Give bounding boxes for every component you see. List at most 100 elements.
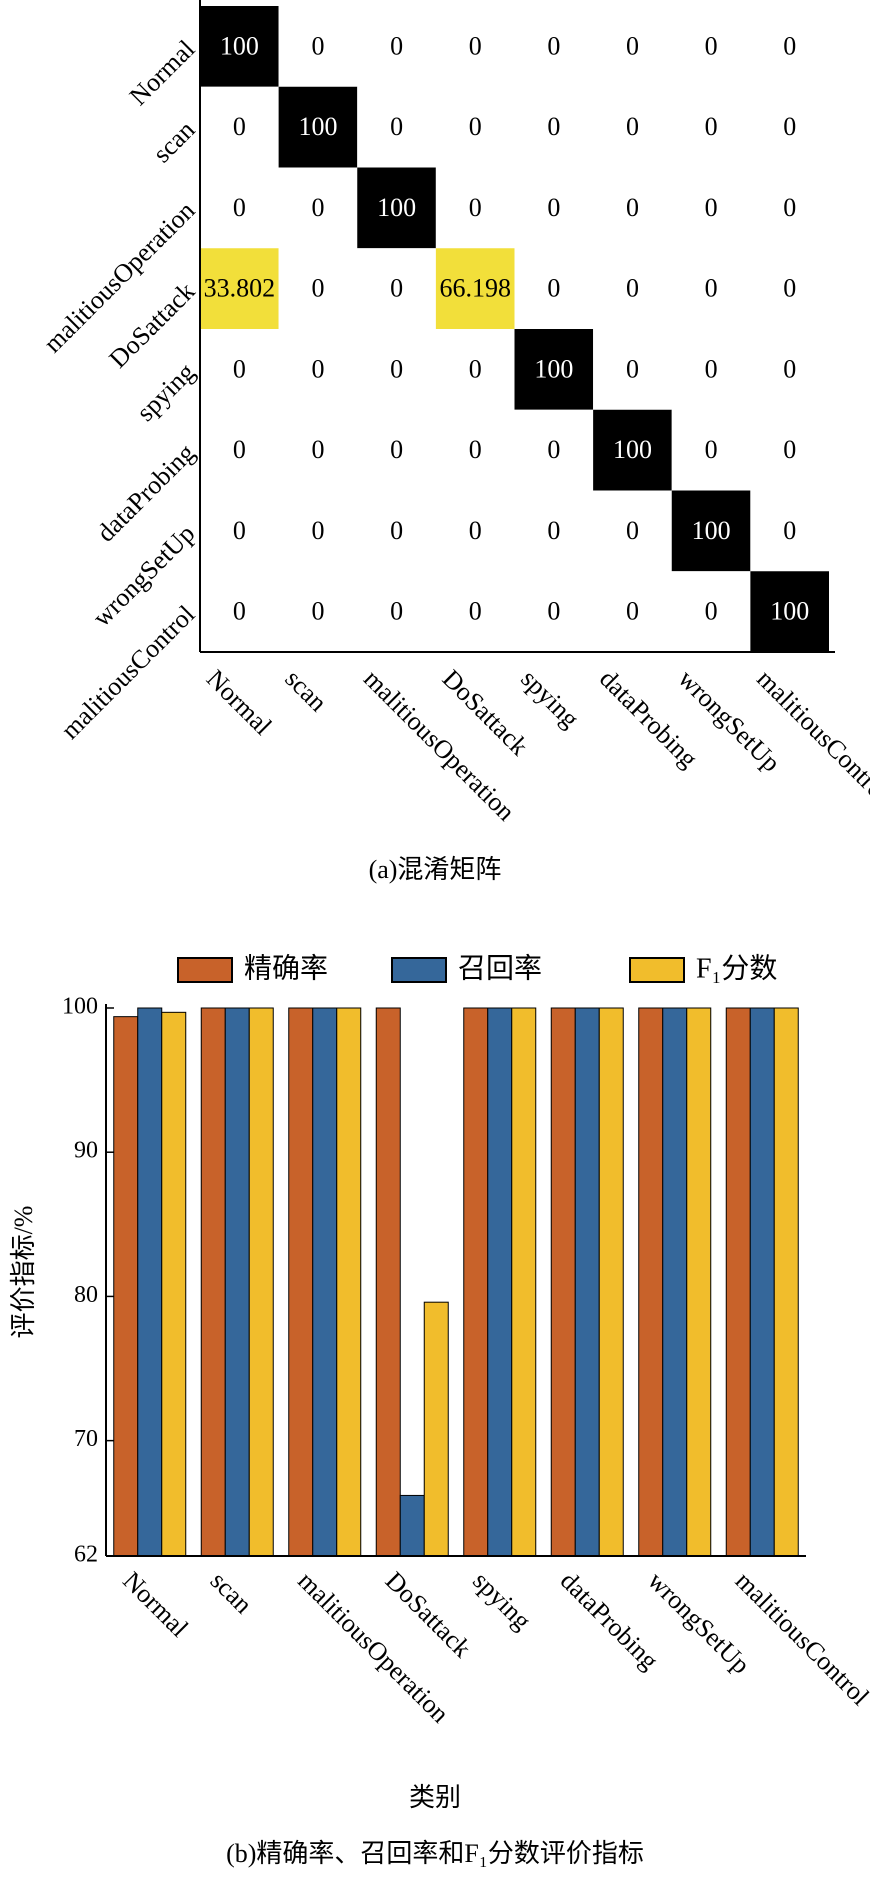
heatmap-cell: [593, 409, 672, 491]
cell-label: 0: [390, 112, 403, 141]
heatmap-cell: [593, 571, 672, 652]
heatmap-cell: [593, 167, 672, 249]
cell-label: 0: [705, 31, 718, 60]
heatmap-cell: [200, 409, 279, 491]
cell-label: 0: [626, 274, 639, 303]
heatmap-cell: [593, 86, 672, 168]
bar: [312, 1007, 338, 1557]
cell-label: 0: [547, 274, 560, 303]
heatmap-cell: [278, 490, 358, 572]
cell-label: 0: [233, 193, 246, 222]
heatmap-cell: [671, 86, 751, 168]
cell-label: 0: [233, 112, 246, 141]
heatmap-cell: [435, 490, 515, 572]
cell-label: 0: [390, 31, 403, 60]
heatmap-cell: [200, 6, 279, 87]
heatmap-cell: [435, 329, 515, 410]
cell-label: 0: [783, 274, 796, 303]
cell-label: 0: [547, 516, 560, 545]
cell-label: 0: [783, 193, 796, 222]
heatmap-cell: [750, 6, 829, 87]
bar: [224, 1007, 250, 1557]
cell-label: 0: [311, 354, 324, 383]
heatmap-cell: [671, 571, 751, 652]
cell-label: 0: [390, 274, 403, 303]
y-tick-label: 62: [74, 1542, 98, 1568]
heatmap-cell: [514, 248, 594, 329]
heatmap-cell: [357, 6, 436, 87]
legend-label: F₁分数: [696, 952, 777, 984]
heatmap-cell: [357, 490, 436, 572]
bar: [399, 1494, 425, 1557]
caption: (b)精确率、召回率和F₁分数评价指标: [226, 1839, 644, 1868]
y-tick-label: 90: [74, 1138, 98, 1164]
cell-label: 0: [469, 354, 482, 383]
heatmap-cell: [514, 86, 594, 168]
bar: [638, 1007, 664, 1557]
cell-label: 0: [311, 193, 324, 222]
heatmap-cell: [357, 167, 436, 249]
heatmap-cell: [514, 571, 594, 652]
cell-label: 0: [311, 31, 324, 60]
cell-label: 100: [534, 354, 573, 383]
cell-label: 0: [469, 435, 482, 464]
bar: [662, 1007, 688, 1557]
cell-label: 100: [692, 516, 731, 545]
bar: [487, 1007, 513, 1557]
cell-label: 0: [626, 354, 639, 383]
cell-label: 0: [705, 354, 718, 383]
heatmap-cell: [514, 6, 594, 87]
x-tick-label: Normal: [117, 1566, 194, 1643]
cell-label: 0: [311, 435, 324, 464]
bar: [598, 1007, 624, 1557]
bar: [161, 1011, 187, 1557]
bar: [200, 1007, 226, 1557]
heatmap-cell: [435, 6, 515, 87]
bar: [336, 1007, 362, 1557]
heatmap-cell: [750, 167, 829, 249]
cell-label: 0: [390, 354, 403, 383]
x-tick-label: scan: [205, 1566, 258, 1619]
heatmap-cell: [278, 86, 358, 168]
cell-label: 0: [705, 274, 718, 303]
y-axis-label: 评价指标/%: [9, 1206, 38, 1339]
y-tick-label: 80: [74, 1282, 98, 1308]
cell-label: 100: [298, 112, 337, 141]
bar: [574, 1007, 600, 1557]
heatmap-cell: [435, 409, 515, 491]
bar: [463, 1007, 489, 1557]
cell-label: 0: [705, 435, 718, 464]
caption: (a)混淆矩阵: [369, 855, 502, 884]
cell-label: 0: [705, 112, 718, 141]
heatmap-cell: [357, 248, 436, 329]
heatmap-cell: [514, 167, 594, 249]
cell-label: 0: [547, 597, 560, 626]
cell-label: 0: [311, 597, 324, 626]
bar: [248, 1007, 274, 1557]
legend-swatch: [629, 957, 685, 983]
bar: [725, 1007, 751, 1557]
bar: [550, 1007, 576, 1557]
heatmap-cell: [750, 329, 829, 410]
cell-label: 0: [547, 193, 560, 222]
cell-label: 0: [547, 112, 560, 141]
heatmap-cell: [593, 490, 672, 572]
y-tick-label: 100: [62, 994, 98, 1020]
heatmap-cell: [278, 329, 358, 410]
cell-label: 0: [783, 31, 796, 60]
cell-label: 66.198: [439, 274, 511, 303]
cell-label: 0: [783, 435, 796, 464]
bar: [423, 1301, 449, 1557]
heatmap-cell: [357, 571, 436, 652]
heatmap-cell: [278, 409, 358, 491]
cell-label: 33.802: [204, 274, 276, 303]
heatmap-cell: [671, 167, 751, 249]
x-tick-label: malitiousControl: [730, 1566, 870, 1711]
heatmap-cell: [278, 571, 358, 652]
cell-label: 0: [233, 516, 246, 545]
cell-label: 0: [311, 274, 324, 303]
heatmap-cell: [593, 6, 672, 87]
heatmap-cell: [671, 329, 751, 410]
heatmap-cell: [671, 409, 751, 491]
